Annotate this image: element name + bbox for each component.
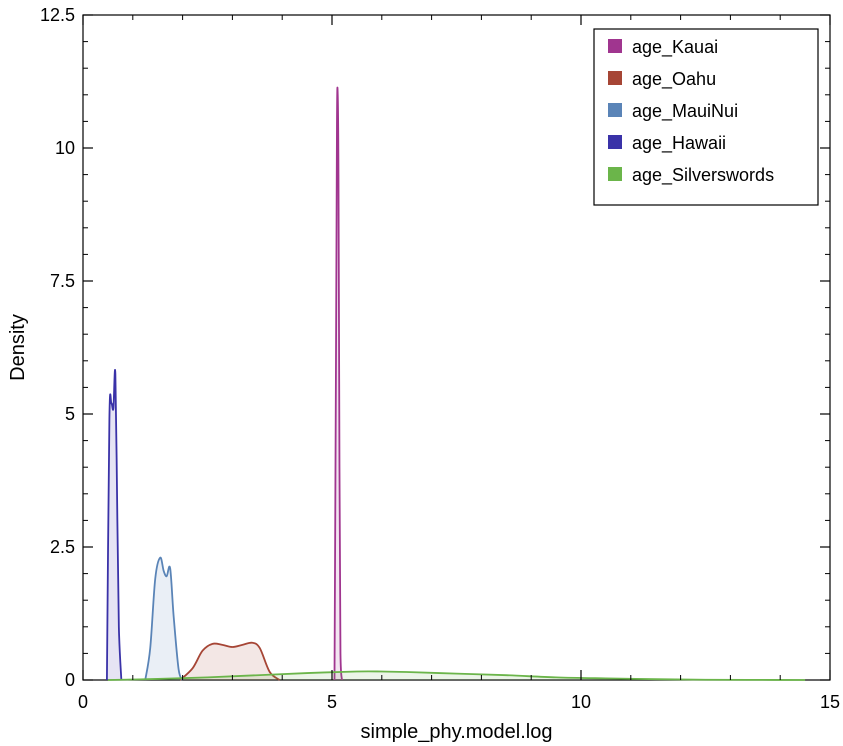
legend-label-age-silverswords: age_Silverswords: [632, 165, 774, 186]
legend-swatch-age-hawaii: [608, 135, 622, 149]
legend-swatch-age-mauinui: [608, 103, 622, 117]
legend-box: [593, 28, 819, 206]
y-tick-label: 12.5: [40, 5, 75, 25]
y-axis-title: Density: [7, 314, 29, 381]
legend-swatch-age-kauai: [608, 39, 622, 53]
y-tick-label: 0: [65, 670, 75, 690]
series-line-age-kauai: [333, 86, 343, 681]
y-tick-label: 2.5: [50, 537, 75, 557]
axes-layer: 0 5 10 15 0 2.5 5 7.5 10 12.5: [40, 5, 840, 712]
x-axis-title: simple_phy.model.log: [361, 721, 553, 743]
legend-swatch-age-oahu: [608, 71, 622, 85]
x-tick-label: 0: [78, 692, 88, 712]
series-area-age-oahu: [180, 642, 280, 680]
x-tick-label: 5: [327, 692, 337, 712]
legend-label-age-kauai: age_Kauai: [632, 37, 718, 58]
plot-area: [82, 14, 831, 681]
legend: age_Kauai age_Oahu age_MauiNui age_Hawaiiag…: [593, 28, 819, 206]
legend-label-age-oahu: age_Oahu: [632, 69, 716, 90]
legend-label-age-mauinui: age_MauiNui: [632, 101, 738, 122]
series-line-age-oahu: [179, 641, 281, 681]
series-line-age-hawaii: [106, 369, 123, 681]
x-tick-label: 10: [571, 692, 591, 712]
y-tick-label: 10: [55, 138, 75, 158]
x-tick-label: 15: [820, 692, 840, 712]
y-tick-label: 7.5: [50, 271, 75, 291]
series-line-age-mauinui: [144, 556, 184, 681]
legend-label-age-hawaii: age_Hawaii: [632, 133, 726, 154]
y-tick-label: 5: [65, 404, 75, 424]
series-area-age-kauai: [334, 87, 342, 680]
legend-swatch-age-silverswords: [608, 167, 622, 181]
